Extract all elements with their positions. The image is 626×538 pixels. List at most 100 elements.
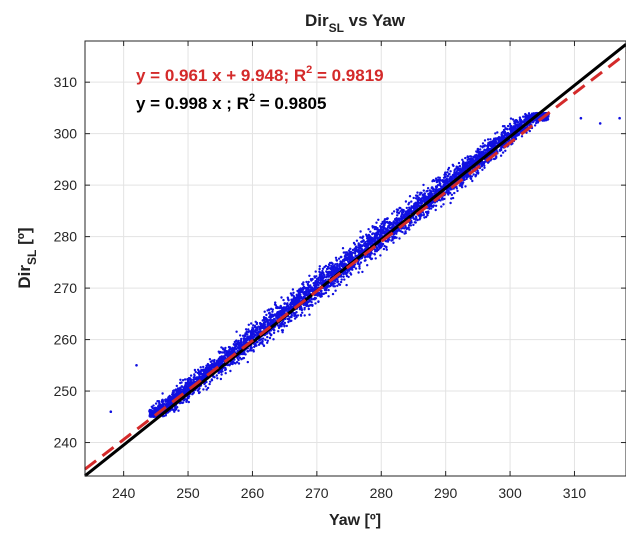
data-point [295, 297, 297, 299]
data-point [268, 323, 270, 325]
data-point [423, 189, 425, 191]
data-point [240, 340, 242, 342]
data-point [442, 203, 444, 205]
data-point [331, 265, 333, 267]
data-point [277, 315, 279, 317]
data-point [252, 337, 254, 339]
data-point [246, 336, 248, 338]
data-point [321, 275, 323, 277]
data-point [531, 113, 533, 115]
data-point [483, 167, 485, 169]
data-point [393, 210, 395, 212]
data-point [292, 288, 294, 290]
data-point [513, 120, 515, 122]
data-point [416, 191, 418, 193]
data-point [447, 192, 449, 194]
data-point [369, 241, 371, 243]
data-point [355, 246, 357, 248]
data-point [504, 150, 506, 152]
data-point [325, 287, 327, 289]
data-point [489, 138, 491, 140]
data-point [374, 233, 376, 235]
data-point [471, 175, 473, 177]
data-point [373, 226, 375, 228]
data-point [203, 371, 205, 373]
data-point [219, 356, 221, 358]
data-point [427, 187, 429, 189]
data-point [273, 318, 275, 320]
data-point [277, 307, 279, 309]
data-point [466, 173, 468, 175]
data-point [481, 169, 483, 171]
data-point [178, 391, 180, 393]
data-point [240, 342, 242, 344]
data-point [258, 344, 260, 346]
data-point [199, 371, 201, 373]
data-point [159, 403, 161, 405]
data-point [391, 236, 393, 238]
data-point [231, 351, 233, 353]
data-point [358, 267, 360, 269]
data-point [202, 369, 204, 371]
data-point [239, 357, 241, 359]
data-point [454, 168, 456, 170]
data-point [431, 205, 433, 207]
data-point [336, 259, 338, 261]
data-point [152, 404, 154, 406]
data-point [338, 258, 340, 260]
data-point [389, 223, 391, 225]
data-point [341, 265, 343, 267]
data-point [504, 127, 506, 129]
data-point [193, 373, 195, 375]
data-point [329, 285, 331, 287]
data-point [473, 156, 475, 158]
data-point [279, 322, 281, 324]
data-point [458, 162, 460, 164]
data-point [295, 314, 297, 316]
data-point [205, 367, 207, 369]
data-point [208, 366, 210, 368]
data-point [211, 378, 213, 380]
data-point [368, 238, 370, 240]
data-point [482, 151, 484, 153]
data-point [369, 235, 371, 237]
data-point [408, 202, 410, 204]
data-point [547, 118, 549, 120]
data-point [256, 328, 258, 330]
data-point [459, 165, 461, 167]
data-point [466, 159, 468, 161]
data-point [392, 242, 394, 244]
data-point [304, 304, 306, 306]
data-point [410, 208, 412, 210]
data-point [319, 265, 321, 267]
data-point [264, 339, 266, 341]
data-point [292, 292, 294, 294]
data-point [289, 303, 291, 305]
data-point [250, 336, 252, 338]
data-point [209, 381, 211, 383]
data-point [421, 202, 423, 204]
data-point [310, 304, 312, 306]
data-point [259, 339, 261, 341]
data-point [184, 378, 186, 380]
data-point [268, 316, 270, 318]
data-point [293, 295, 295, 297]
data-point [220, 378, 222, 380]
data-point [188, 401, 190, 403]
data-point [176, 385, 178, 387]
data-point [400, 215, 402, 217]
data-point [161, 405, 163, 407]
data-point [375, 222, 377, 224]
data-point [347, 256, 349, 258]
data-point [158, 400, 160, 402]
data-point [343, 260, 345, 262]
data-point [342, 272, 344, 274]
data-point [240, 338, 242, 340]
data-point [450, 197, 452, 199]
data-point [271, 311, 273, 313]
data-point [290, 306, 292, 308]
data-point [283, 325, 285, 327]
data-point [327, 266, 329, 268]
data-point [250, 322, 252, 324]
data-point [366, 243, 368, 245]
